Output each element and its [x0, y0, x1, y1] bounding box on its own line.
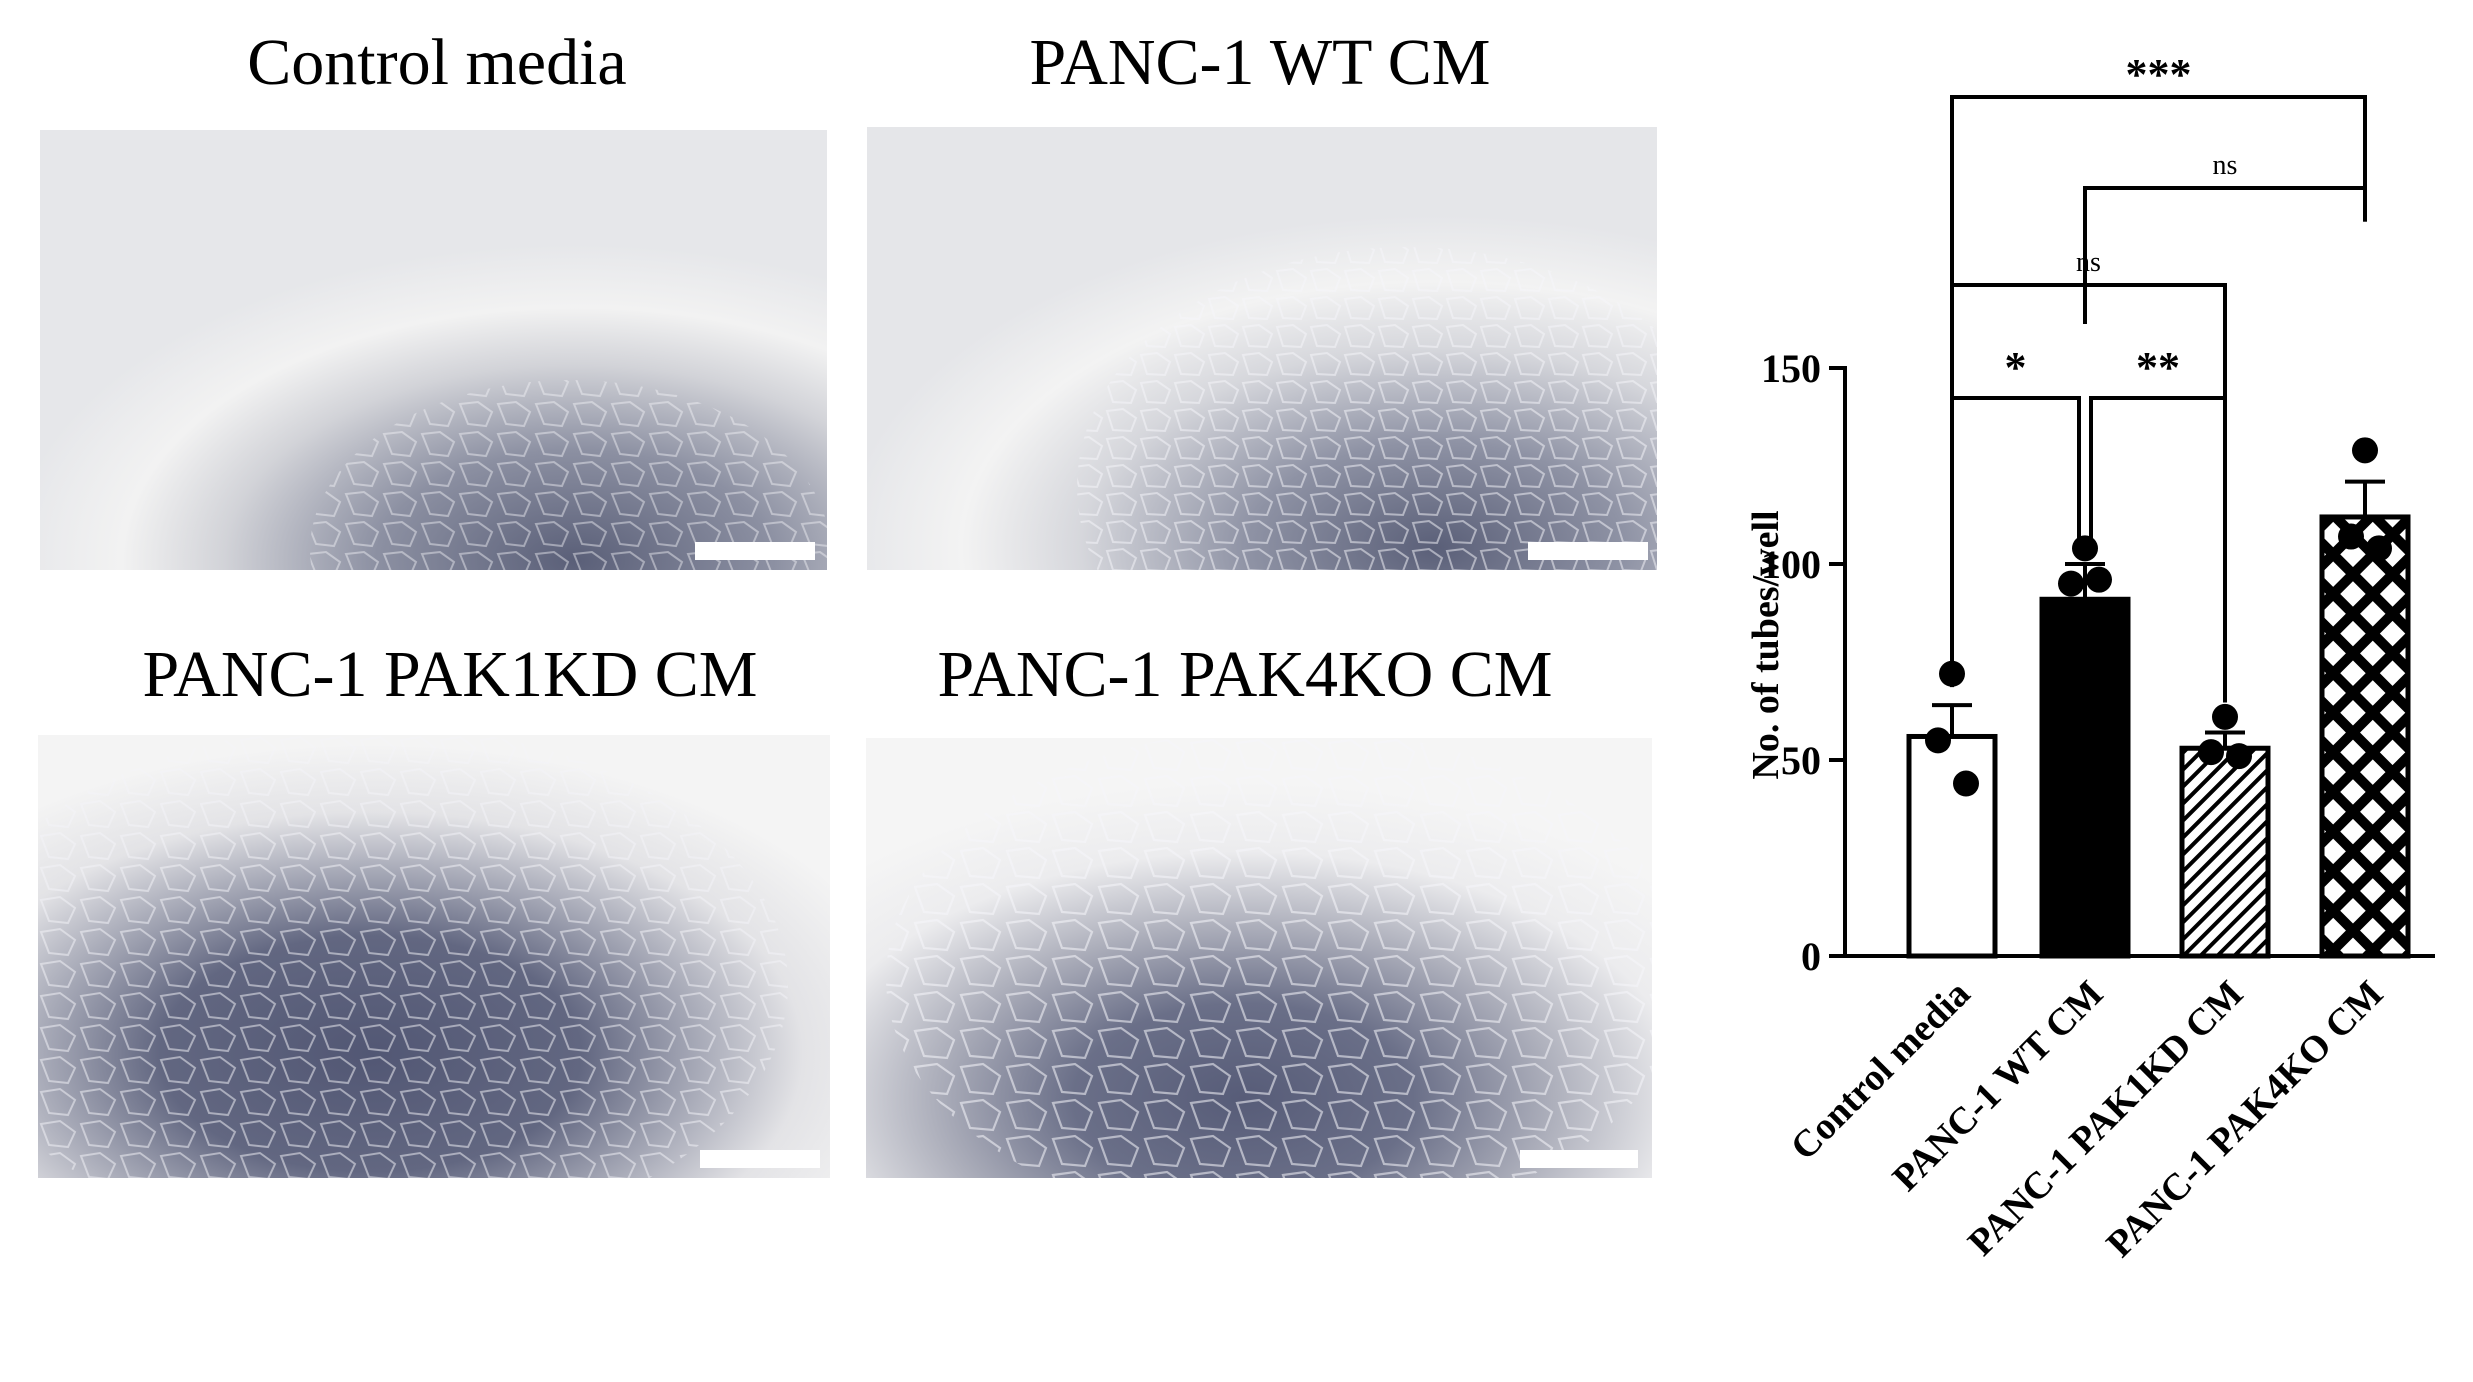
significance-label: ns [2213, 150, 2238, 181]
panel-title-control: Control media [247, 26, 627, 99]
scale-bar [1528, 542, 1648, 560]
bar-4 [2319, 514, 2411, 959]
micrograph-wt-image [867, 127, 1657, 570]
data-point [2198, 739, 2224, 766]
micrograph-pak1kd [38, 735, 830, 1178]
scale-bar [1520, 1150, 1638, 1168]
micrograph-control [40, 130, 827, 570]
micrograph-wt [867, 127, 1657, 570]
x-category-label: PANC-1 PAK4KO CM [2098, 973, 2391, 1266]
micrograph-pak4ko [866, 738, 1652, 1178]
micrograph-control-image [40, 130, 827, 570]
significance-label: ns [2076, 247, 2101, 278]
data-point [2086, 566, 2112, 593]
y-tick-label: 100 [1761, 542, 1821, 587]
bar-1 [1906, 733, 1998, 959]
bar-3 [2179, 745, 2271, 959]
data-point [2058, 570, 2084, 597]
significance-bracket [1950, 95, 2367, 688]
data-point [2226, 743, 2252, 770]
x-category-label: PANC-1 PAK1KD CM [1960, 973, 2251, 1264]
bar-2 [2039, 596, 2131, 959]
y-tick-label: 50 [1781, 738, 1821, 783]
significance-bracket [2083, 186, 2367, 324]
y-tick-label: 0 [1801, 934, 1821, 979]
significance-label: *** [2126, 50, 2192, 99]
significance-bracket [2089, 396, 2227, 703]
data-point [1925, 727, 1951, 754]
data-point [2338, 523, 2364, 550]
significance-label: ** [2136, 343, 2180, 392]
data-point [2072, 535, 2098, 562]
micrograph-pak1kd-image [38, 735, 830, 1178]
panel-title-pak4ko: PANC-1 PAK4KO CM [937, 638, 1553, 711]
significance-label: * [2005, 343, 2027, 392]
significance-bracket [1950, 396, 2081, 546]
data-point [2212, 703, 2238, 730]
panel-title-wt: PANC-1 WT CM [1029, 26, 1491, 99]
micrograph-pak4ko-image [866, 738, 1652, 1178]
scale-bar [695, 542, 815, 560]
y-axis-label: No. of tubes/well [1745, 510, 1787, 779]
y-tick-label: 150 [1761, 346, 1821, 391]
data-point [2366, 535, 2392, 562]
data-point [2352, 437, 2378, 464]
data-point [1953, 770, 1979, 797]
scale-bar [700, 1150, 820, 1168]
panel-title-pak1kd: PANC-1 PAK1KD CM [142, 638, 758, 711]
